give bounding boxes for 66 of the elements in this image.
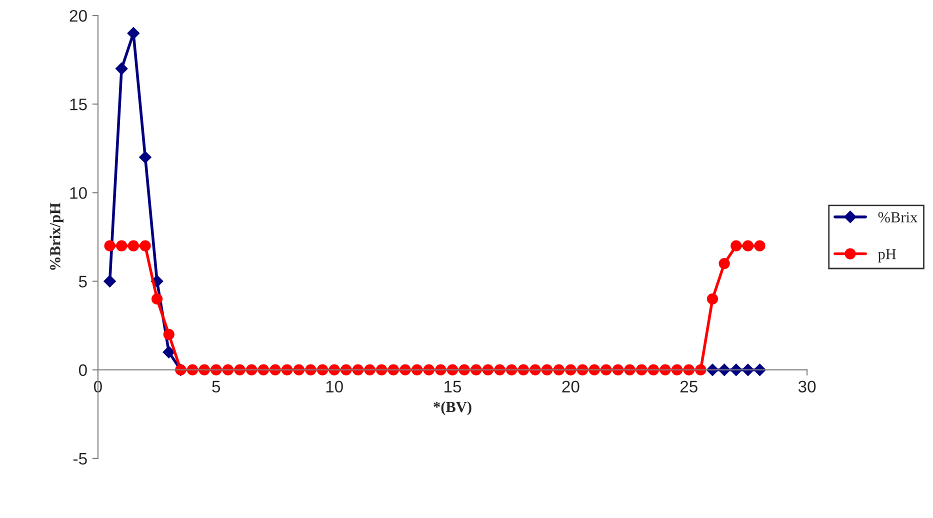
point — [104, 275, 116, 288]
y-axis-title: %Brix/pH — [50, 202, 64, 270]
point — [518, 364, 529, 376]
point — [328, 364, 340, 376]
point — [388, 364, 399, 376]
x-tick-label: 10 — [326, 380, 343, 393]
point — [671, 364, 683, 376]
point — [198, 364, 210, 376]
point — [565, 364, 576, 376]
point — [104, 240, 116, 252]
point — [588, 364, 600, 376]
point — [541, 364, 553, 376]
point — [458, 364, 470, 376]
point — [482, 364, 494, 376]
point — [683, 364, 694, 376]
point — [281, 364, 293, 376]
point — [127, 27, 140, 40]
point — [718, 258, 730, 270]
y-tick-label: 5 — [78, 276, 87, 288]
point — [293, 364, 304, 376]
point — [706, 293, 718, 305]
point — [506, 364, 518, 376]
point — [352, 364, 364, 376]
point — [162, 346, 175, 358]
y-tick-label: -5 — [73, 453, 87, 465]
x-tick-label: 15 — [444, 380, 462, 393]
point — [600, 364, 612, 376]
y-tick-label: 10 — [70, 187, 87, 199]
x-tick-label: 20 — [562, 380, 580, 393]
x-tick-label: 30 — [798, 380, 816, 393]
point — [423, 364, 434, 376]
point — [754, 240, 766, 252]
point — [470, 364, 482, 376]
point — [140, 240, 151, 252]
y-tick-label: 0 — [78, 364, 87, 376]
point — [116, 62, 128, 75]
legend-label: %Brix — [878, 212, 918, 222]
point — [695, 364, 706, 376]
point — [222, 364, 234, 376]
point — [210, 364, 222, 376]
point — [246, 364, 258, 376]
y-tick-label: 20 — [70, 10, 87, 22]
x-axis-title: *(BV) — [434, 401, 472, 416]
point — [116, 240, 128, 252]
point — [742, 240, 754, 252]
point — [730, 240, 742, 252]
point — [340, 364, 352, 376]
point — [139, 151, 152, 164]
point — [553, 364, 564, 376]
point — [163, 328, 174, 340]
point — [128, 240, 139, 252]
point — [435, 364, 446, 376]
point — [648, 364, 659, 376]
point — [376, 364, 388, 376]
point — [636, 364, 648, 376]
x-tick-label: 25 — [680, 380, 698, 393]
point — [706, 364, 719, 376]
x-tick-label: 5 — [212, 380, 220, 393]
point — [612, 364, 624, 376]
point — [152, 293, 163, 305]
point — [446, 364, 458, 376]
point — [258, 364, 269, 376]
point — [305, 364, 316, 376]
point — [411, 364, 423, 376]
legend-label: pH — [878, 249, 896, 262]
y-tick-label: 15 — [70, 98, 87, 110]
